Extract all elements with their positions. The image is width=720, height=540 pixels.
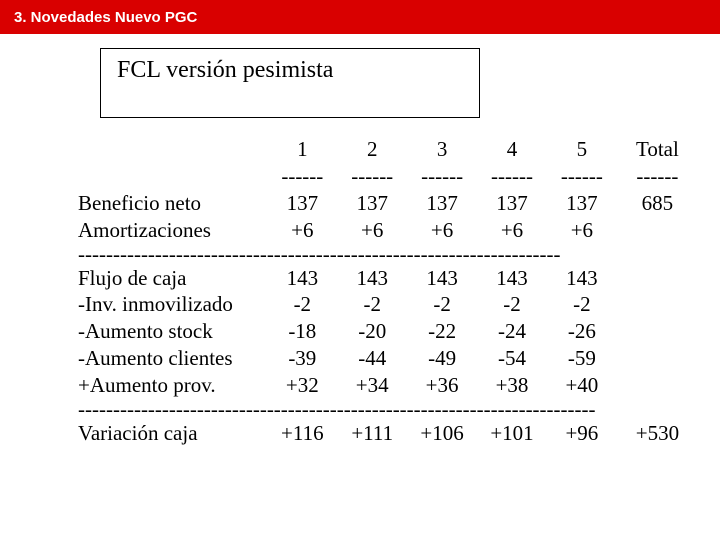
rule-2-text: ----------------------------------------…	[78, 399, 698, 420]
varcaja-2: +111	[337, 420, 407, 447]
row-amort: Amortizaciones +6 +6 +6 +6 +6	[78, 217, 698, 244]
row-inv: -Inv. inmovilizado -2 -2 -2 -2 -2	[78, 291, 698, 318]
flujo-2: 143	[337, 265, 407, 292]
row-clientes: -Aumento clientes -39 -44 -49 -54 -59	[78, 345, 698, 372]
fcl-table: 1 2 3 4 5 Total ------ ------ ------ ---…	[78, 136, 698, 447]
prov-total	[617, 372, 698, 399]
stock-total	[617, 318, 698, 345]
amort-3: +6	[407, 217, 477, 244]
dash-total: ------	[617, 163, 698, 190]
label-varcaja: Variación caja	[78, 420, 267, 447]
prov-3: +36	[407, 372, 477, 399]
title-text: FCL versión pesimista	[117, 57, 333, 83]
prov-2: +34	[337, 372, 407, 399]
dash-3: ------	[407, 163, 477, 190]
col-5-header: 5	[547, 136, 617, 163]
rule-2: ----------------------------------------…	[78, 399, 698, 420]
label-stock: -Aumento stock	[78, 318, 267, 345]
dash-4: ------	[477, 163, 547, 190]
stock-4: -24	[477, 318, 547, 345]
stock-5: -26	[547, 318, 617, 345]
beneficio-1: 137	[267, 190, 337, 217]
varcaja-1: +116	[267, 420, 337, 447]
beneficio-5: 137	[547, 190, 617, 217]
clientes-2: -44	[337, 345, 407, 372]
section-header-title: 3. Novedades Nuevo PGC	[0, 9, 197, 26]
header-blank	[78, 136, 267, 163]
inv-3: -2	[407, 291, 477, 318]
amort-total	[617, 217, 698, 244]
clientes-5: -59	[547, 345, 617, 372]
varcaja-total: +530	[617, 420, 698, 447]
col-total-header: Total	[617, 136, 698, 163]
clientes-total	[617, 345, 698, 372]
flujo-4: 143	[477, 265, 547, 292]
label-flujo: Flujo de caja	[78, 265, 267, 292]
col-1-header: 1	[267, 136, 337, 163]
row-stock: -Aumento stock -18 -20 -22 -24 -26	[78, 318, 698, 345]
clientes-4: -54	[477, 345, 547, 372]
label-inv: -Inv. inmovilizado	[78, 291, 267, 318]
flujo-1: 143	[267, 265, 337, 292]
prov-1: +32	[267, 372, 337, 399]
amort-4: +6	[477, 217, 547, 244]
flujo-5: 143	[547, 265, 617, 292]
col-2-header: 2	[337, 136, 407, 163]
stock-1: -18	[267, 318, 337, 345]
flujo-total	[617, 265, 698, 292]
inv-5: -2	[547, 291, 617, 318]
data-table: 1 2 3 4 5 Total ------ ------ ------ ---…	[78, 136, 698, 447]
amort-2: +6	[337, 217, 407, 244]
varcaja-5: +96	[547, 420, 617, 447]
row-flujo: Flujo de caja 143 143 143 143 143	[78, 265, 698, 292]
col-4-header: 4	[477, 136, 547, 163]
header-row: 1 2 3 4 5 Total	[78, 136, 698, 163]
label-amort: Amortizaciones	[78, 217, 267, 244]
clientes-1: -39	[267, 345, 337, 372]
beneficio-total: 685	[617, 190, 698, 217]
label-prov: +Aumento prov.	[78, 372, 267, 399]
clientes-3: -49	[407, 345, 477, 372]
varcaja-3: +106	[407, 420, 477, 447]
row-varcaja: Variación caja +116 +111 +106 +101 +96 +…	[78, 420, 698, 447]
dash-row: ------ ------ ------ ------ ------ -----…	[78, 163, 698, 190]
col-3-header: 3	[407, 136, 477, 163]
beneficio-2: 137	[337, 190, 407, 217]
inv-1: -2	[267, 291, 337, 318]
label-clientes: -Aumento clientes	[78, 345, 267, 372]
section-header: 3. Novedades Nuevo PGC	[0, 0, 720, 34]
rule-1-text: ----------------------------------------…	[78, 244, 698, 265]
dash-blank	[78, 163, 267, 190]
flujo-3: 143	[407, 265, 477, 292]
beneficio-3: 137	[407, 190, 477, 217]
stock-3: -22	[407, 318, 477, 345]
amort-5: +6	[547, 217, 617, 244]
varcaja-4: +101	[477, 420, 547, 447]
label-beneficio: Beneficio neto	[78, 190, 267, 217]
prov-5: +40	[547, 372, 617, 399]
row-beneficio: Beneficio neto 137 137 137 137 137 685	[78, 190, 698, 217]
stock-2: -20	[337, 318, 407, 345]
beneficio-4: 137	[477, 190, 547, 217]
dash-5: ------	[547, 163, 617, 190]
rule-1: ----------------------------------------…	[78, 244, 698, 265]
prov-4: +38	[477, 372, 547, 399]
dash-2: ------	[337, 163, 407, 190]
inv-2: -2	[337, 291, 407, 318]
inv-total	[617, 291, 698, 318]
dash-1: ------	[267, 163, 337, 190]
row-prov: +Aumento prov. +32 +34 +36 +38 +40	[78, 372, 698, 399]
amort-1: +6	[267, 217, 337, 244]
title-box: FCL versión pesimista	[100, 48, 480, 118]
inv-4: -2	[477, 291, 547, 318]
